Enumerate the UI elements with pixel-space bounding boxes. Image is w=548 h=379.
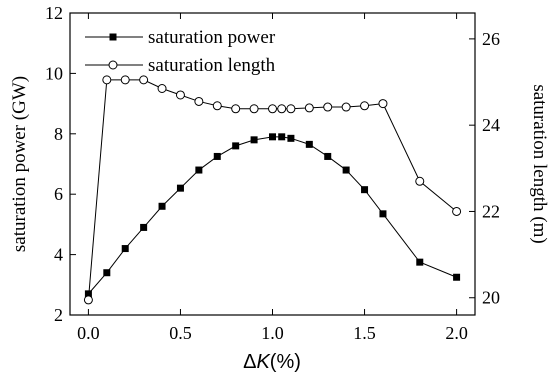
legend-item-saturation-length: saturation length bbox=[85, 55, 276, 76]
data-point-saturation-length bbox=[139, 75, 149, 85]
data-point-saturation-length bbox=[323, 102, 333, 112]
y-left-tick-label: 12 bbox=[45, 3, 63, 23]
y-right-tick-label: 26 bbox=[482, 29, 500, 49]
data-point-saturation-power bbox=[195, 166, 203, 174]
y-left-tick-label: 10 bbox=[45, 63, 63, 83]
data-point-saturation-length bbox=[212, 101, 222, 111]
data-point-saturation-power bbox=[213, 152, 221, 160]
data-point-saturation-power bbox=[103, 269, 111, 277]
data-point-saturation-length bbox=[341, 102, 351, 112]
data-point-saturation-power bbox=[324, 152, 332, 160]
x-tick-label: 1.5 bbox=[353, 323, 376, 343]
series-layer bbox=[83, 75, 462, 305]
data-point-saturation-power bbox=[305, 140, 313, 148]
data-point-saturation-power bbox=[342, 166, 350, 174]
data-point-saturation-power bbox=[84, 290, 92, 298]
y-left-axis-title: saturation power (GW) bbox=[9, 76, 30, 252]
data-point-saturation-length bbox=[83, 295, 93, 305]
y-right-tick-label: 20 bbox=[482, 288, 500, 308]
y-left-tick-label: 2 bbox=[54, 305, 63, 325]
legend: saturation power saturation length bbox=[85, 27, 276, 76]
legend-marker-length bbox=[108, 60, 118, 70]
x-tick-label: 1.0 bbox=[261, 323, 284, 343]
series-line-saturation-power bbox=[88, 136, 457, 295]
data-point-saturation-length bbox=[378, 99, 388, 109]
legend-label-length: saturation length bbox=[148, 55, 276, 76]
data-point-saturation-length bbox=[120, 75, 130, 85]
data-point-saturation-power bbox=[416, 258, 424, 266]
y-left-tick-label: 4 bbox=[54, 245, 63, 265]
x-axis-title-unit: (%) bbox=[270, 351, 301, 373]
data-point-saturation-length bbox=[304, 103, 314, 113]
data-point-saturation-power bbox=[121, 245, 129, 253]
data-point-saturation-power bbox=[269, 133, 276, 141]
data-point-saturation-length bbox=[157, 84, 167, 93]
data-point-saturation-power bbox=[278, 133, 286, 141]
data-point-saturation-power bbox=[287, 134, 295, 142]
data-point-saturation-length bbox=[102, 75, 112, 85]
legend-label-power: saturation power bbox=[148, 27, 276, 48]
data-point-saturation-power bbox=[158, 202, 166, 210]
data-point-saturation-power bbox=[379, 210, 387, 218]
data-point-saturation-length bbox=[231, 104, 241, 114]
data-point-saturation-power bbox=[232, 142, 240, 150]
data-point-saturation-power bbox=[250, 136, 258, 144]
x-tick-label: 0.5 bbox=[169, 323, 192, 343]
x-axis-title-variable: K bbox=[256, 351, 271, 373]
data-point-saturation-length bbox=[268, 104, 277, 114]
data-point-saturation-length bbox=[194, 96, 204, 106]
data-point-saturation-length bbox=[415, 176, 425, 186]
x-axis-title-delta: Δ bbox=[243, 351, 256, 373]
data-point-saturation-length bbox=[277, 104, 287, 114]
data-point-saturation-length bbox=[452, 206, 462, 216]
y-right-tick-label: 22 bbox=[482, 201, 500, 221]
x-tick-label: 2.0 bbox=[445, 323, 468, 343]
y-left-tick-label: 6 bbox=[54, 184, 63, 204]
x-tick-label: 0.0 bbox=[77, 323, 100, 343]
data-point-saturation-length bbox=[175, 90, 185, 100]
data-point-saturation-power bbox=[140, 223, 148, 231]
data-point-saturation-length bbox=[360, 101, 370, 111]
data-point-saturation-length bbox=[286, 104, 296, 114]
y-left-tick-label: 8 bbox=[54, 124, 63, 144]
legend-item-saturation-power: saturation power bbox=[85, 27, 276, 48]
data-point-saturation-power bbox=[176, 184, 184, 192]
y-right-tick-label: 24 bbox=[482, 115, 500, 135]
data-point-saturation-length bbox=[249, 104, 259, 114]
legend-marker-power bbox=[109, 33, 117, 41]
data-point-saturation-power bbox=[453, 273, 461, 281]
data-point-saturation-power bbox=[361, 186, 369, 194]
x-axis-title: ΔK(%) bbox=[243, 351, 301, 373]
y-right-axis-title: saturation length (m) bbox=[529, 84, 548, 243]
